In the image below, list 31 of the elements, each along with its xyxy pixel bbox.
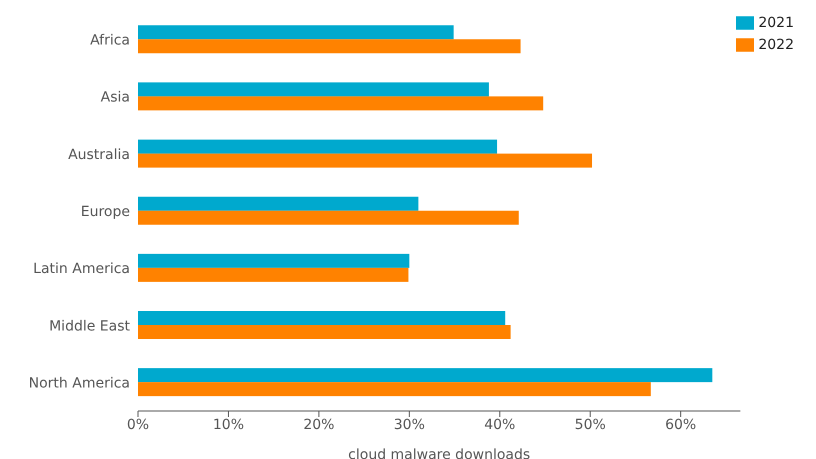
x-tick-label: 30% xyxy=(394,416,425,433)
y-tick-label: Middle East xyxy=(49,318,131,334)
bar xyxy=(138,254,410,268)
y-tick-label: Latin America xyxy=(33,261,130,278)
bar xyxy=(138,382,651,396)
x-tick-label: 20% xyxy=(303,416,334,433)
bar xyxy=(138,82,489,96)
x-tick-label: 60% xyxy=(665,416,696,433)
bar xyxy=(138,210,519,225)
bar xyxy=(138,268,408,282)
x-tick-label: 50% xyxy=(574,416,606,433)
bar xyxy=(138,25,454,40)
y-tick-label: Australia xyxy=(68,146,130,163)
x-tick-label: 10% xyxy=(212,416,244,433)
legend-label: 2021 xyxy=(758,15,794,31)
bar xyxy=(138,196,418,211)
x-tick-label: 40% xyxy=(484,416,516,433)
y-tick-label: Africa xyxy=(90,32,130,49)
legend-label: 2022 xyxy=(758,37,794,53)
x-axis-title: cloud malware downloads xyxy=(348,447,530,459)
y-tick-label: Europe xyxy=(80,204,130,220)
bar xyxy=(138,140,498,154)
bar xyxy=(138,325,511,339)
y-tick-label: Asia xyxy=(100,90,130,106)
bar xyxy=(138,368,712,382)
bar xyxy=(138,311,506,325)
x-tick-label: 0% xyxy=(126,416,150,433)
bar xyxy=(138,96,544,110)
bar xyxy=(138,39,521,54)
y-tick-label: North America xyxy=(28,375,130,392)
bar xyxy=(138,154,592,168)
